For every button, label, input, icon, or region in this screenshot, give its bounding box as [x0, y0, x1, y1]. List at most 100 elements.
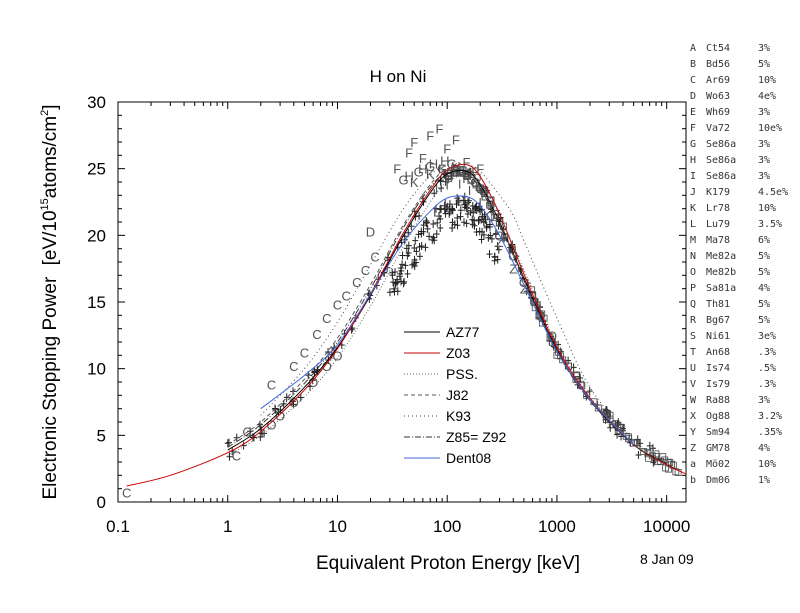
- measured-point-plus: [390, 284, 397, 293]
- reference-name: Bd56: [706, 59, 730, 70]
- measured-point-plus: [420, 221, 427, 230]
- measured-point-letter: U: [486, 195, 495, 210]
- measured-point-letter: L: [466, 199, 473, 214]
- measured-point-plus: [488, 234, 495, 243]
- measured-point-letter: K: [426, 167, 435, 182]
- measured-point-letter: C: [322, 311, 331, 326]
- measured-point-plus: [389, 271, 396, 280]
- measured-point-plus: [442, 209, 449, 218]
- reference-error: .3%: [758, 379, 776, 390]
- measured-point-letter: G: [437, 162, 447, 177]
- measured-point-letter: C: [312, 327, 321, 342]
- measured-point-letter: O: [289, 395, 299, 410]
- measured-point-plus: [437, 224, 444, 233]
- measured-point-letter: L: [444, 196, 451, 211]
- x-tick-label: 100: [433, 517, 461, 536]
- measured-point-plus: [646, 441, 653, 450]
- measured-point-letter: I: [435, 182, 439, 197]
- reference-name: Se86a: [706, 171, 736, 182]
- measured-point-letter: C: [352, 275, 361, 290]
- y-tick-label: 25: [87, 160, 106, 179]
- measured-point-plus: [404, 251, 411, 260]
- measured-point-plus: [418, 242, 425, 251]
- reference-key: P: [690, 283, 696, 294]
- chart-title: H on Ni: [370, 67, 427, 86]
- measured-point-square: [608, 421, 616, 429]
- legend: AZ77 Z03 PSS. J82 K93 Z85= Z92 Dent08: [398, 318, 508, 470]
- measured-point-letter: G: [414, 164, 424, 179]
- measured-point-plus: [386, 288, 393, 297]
- reference-error: 5%: [758, 267, 770, 278]
- measured-point-plus: [471, 221, 478, 230]
- measured-point-plus: [454, 221, 461, 230]
- measured-point-letter: F: [419, 151, 427, 166]
- measured-point-square: [652, 450, 660, 458]
- reference-name: Mö02: [706, 459, 730, 470]
- reference-key: Z: [690, 443, 696, 454]
- measured-point-plus: [480, 217, 487, 226]
- measured-point-plus: [466, 196, 473, 205]
- measured-point-plus: [492, 229, 499, 238]
- series-line-4: [260, 163, 667, 463]
- measured-point-plus: [461, 200, 468, 209]
- measured-point-letter: F: [393, 162, 401, 177]
- series-line-2: [227, 174, 667, 464]
- reference-name: Me82a: [706, 251, 736, 262]
- series-line-6: [260, 195, 635, 446]
- reference-key: F: [690, 123, 696, 134]
- measured-point-letter: C: [267, 378, 276, 393]
- measured-point-plus: [485, 233, 492, 242]
- y-axis-label-unit-sup1: 15: [39, 198, 51, 210]
- measured-point-plus: [392, 279, 399, 288]
- measured-point-square: [659, 453, 667, 461]
- measured-point-square: [630, 439, 638, 447]
- measured-point-letter: H: [418, 162, 427, 177]
- measured-point-letter: C: [333, 298, 342, 313]
- legend-label: PSS.: [446, 366, 478, 382]
- measured-point-letter: O: [308, 375, 318, 390]
- reference-name: Ct54: [706, 43, 730, 54]
- measured-point-square: [452, 165, 460, 173]
- y-tick-label: 15: [87, 293, 106, 312]
- reference-key: H: [690, 155, 696, 166]
- measured-point-plus: [494, 255, 501, 264]
- measured-point-plus: [460, 196, 467, 205]
- reference-name: Ma78: [706, 235, 730, 246]
- measured-point-plus: [438, 204, 445, 213]
- legend-label: K93: [446, 408, 471, 424]
- reference-error: .3%: [758, 347, 776, 358]
- reference-name: Ar69: [706, 75, 730, 86]
- measured-point-letter: H: [462, 166, 471, 181]
- reference-error: 10%: [758, 75, 776, 86]
- reference-error: 4e%: [758, 91, 776, 102]
- measured-point-letter: G: [470, 175, 480, 190]
- measured-point-letter: L: [456, 194, 463, 209]
- legend-label: Z03: [446, 345, 470, 361]
- measured-point-plus: [418, 229, 425, 238]
- measured-point-letter: I: [478, 195, 482, 210]
- reference-error: 3%: [758, 43, 770, 54]
- reference-error: 5%: [758, 315, 770, 326]
- measured-point-square: [606, 411, 614, 419]
- measured-point-square: [666, 459, 674, 466]
- legend-label: Dent08: [446, 450, 491, 466]
- reference-error: 3%: [758, 171, 770, 182]
- reference-error: 10e%: [758, 123, 782, 134]
- reference-key: L: [690, 219, 696, 230]
- reference-key: T: [690, 347, 696, 358]
- reference-key: G: [690, 139, 696, 150]
- reference-error: 5%: [758, 299, 770, 310]
- reference-key: U: [690, 363, 696, 374]
- measured-point-letter: H: [440, 154, 449, 169]
- measured-point-plus: [555, 340, 562, 349]
- reference-name: Wh69: [706, 107, 730, 118]
- y-axis-label-unit-sup2: 2: [39, 110, 51, 116]
- y-tick-label: 10: [87, 360, 106, 379]
- x-tick-label: 1000: [538, 517, 576, 536]
- reference-name: K179: [706, 187, 730, 198]
- reference-name: Og88: [706, 411, 730, 422]
- measured-point-letter: O: [322, 359, 332, 374]
- measured-point-plus: [416, 252, 423, 261]
- measured-point-letter: G: [425, 159, 435, 174]
- measured-point-letter: O: [519, 275, 529, 290]
